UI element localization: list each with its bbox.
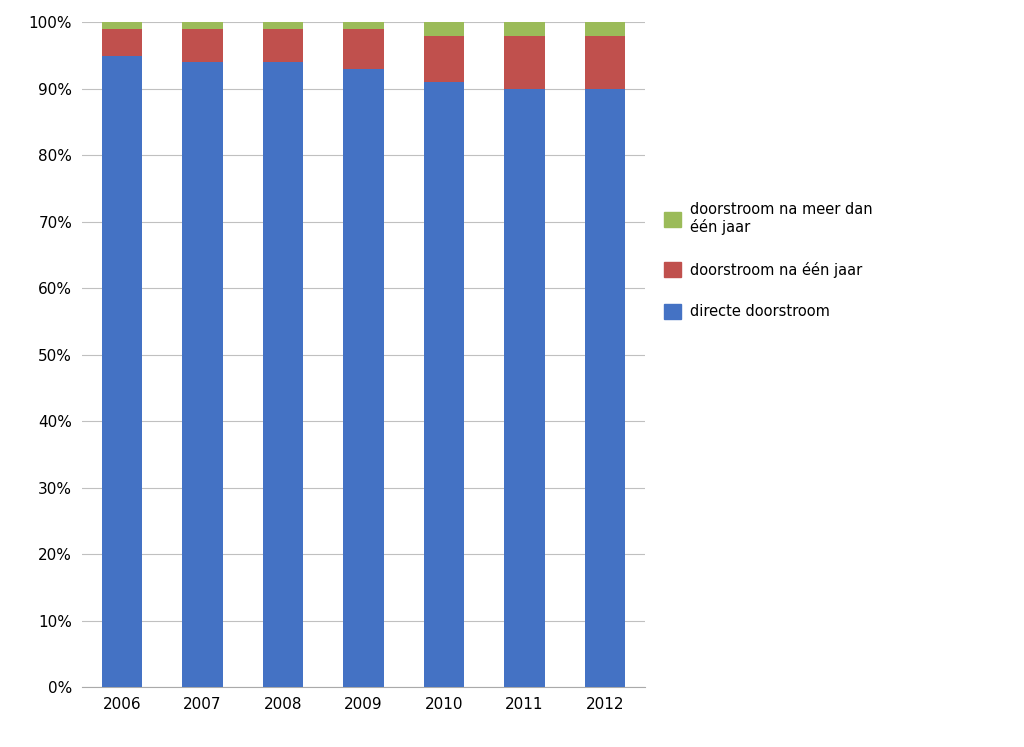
Bar [263, 29, 303, 62]
Legend: doorstroom na meer dan
één jaar, doorstroom na één jaar, directe doorstroom: doorstroom na meer dan één jaar, doorstr… [658, 196, 879, 325]
Bar [182, 29, 223, 62]
Bar [343, 22, 384, 29]
Bar [182, 62, 223, 687]
Bar [424, 22, 464, 36]
Bar [263, 22, 303, 29]
Bar [263, 62, 303, 687]
Bar [424, 82, 464, 687]
Bar [504, 89, 545, 687]
Bar [585, 36, 625, 89]
Bar [343, 69, 384, 687]
Bar [424, 36, 464, 82]
Bar [102, 29, 142, 56]
Bar [182, 22, 223, 29]
Bar [585, 89, 625, 687]
Bar [102, 56, 142, 687]
Bar [102, 22, 142, 29]
Bar [343, 29, 384, 69]
Bar [585, 22, 625, 36]
Bar [504, 22, 545, 36]
Bar [504, 36, 545, 89]
